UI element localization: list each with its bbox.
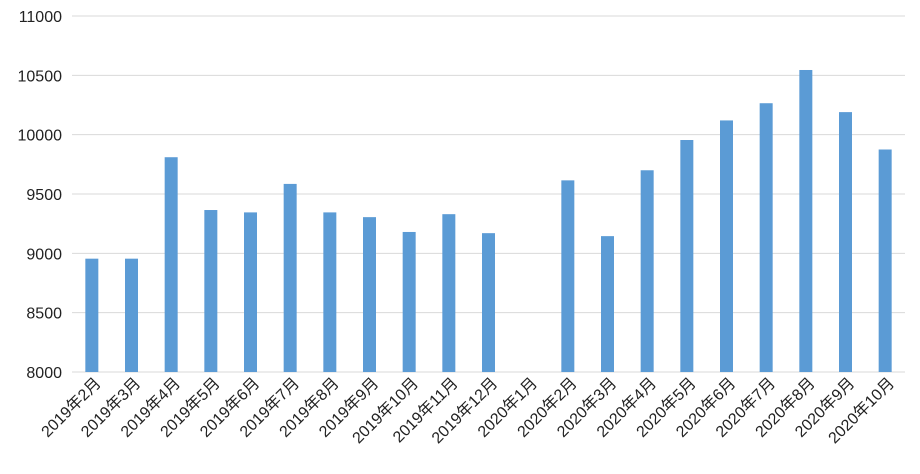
bar (204, 210, 218, 372)
bar (799, 69, 813, 372)
bar (244, 212, 257, 372)
bar (720, 120, 733, 372)
bar (323, 212, 337, 372)
bar (680, 140, 694, 372)
y-tick-label: 8000 (26, 365, 62, 382)
y-tick-label: 9000 (26, 246, 62, 263)
bar (402, 231, 416, 372)
y-tick-label: 10500 (18, 68, 63, 85)
bar (759, 103, 773, 372)
bar (601, 236, 614, 372)
bar (442, 214, 456, 372)
bar (363, 217, 376, 372)
y-tick-label: 11000 (19, 9, 62, 26)
bar (85, 258, 99, 372)
bar (164, 157, 178, 372)
y-tick-label: 8500 (26, 306, 62, 323)
bar (561, 180, 575, 372)
bar (640, 170, 654, 372)
y-tick-label: 10000 (18, 128, 63, 145)
bar (283, 183, 297, 372)
y-tick-label: 9500 (26, 187, 62, 204)
bar (839, 112, 852, 373)
bar (125, 258, 138, 372)
bar (482, 233, 495, 372)
bar (878, 149, 892, 372)
